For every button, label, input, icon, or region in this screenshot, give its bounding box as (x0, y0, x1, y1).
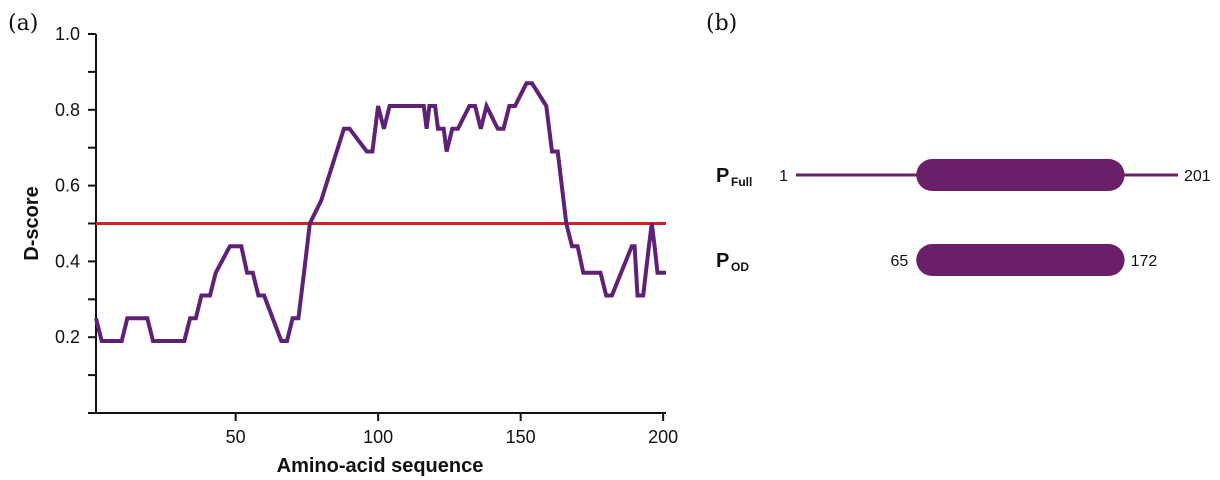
construct-name-subscript: OD (731, 260, 749, 274)
x-tick-label: 150 (506, 427, 536, 447)
construct-name: P (716, 250, 729, 272)
d-score-line (94, 81, 666, 343)
y-tick-label: 0.4 (55, 251, 80, 271)
construct-name: P (716, 165, 729, 187)
end-residue-label: 201 (1184, 168, 1211, 185)
d-score-chart: 0.2 0.4 0.6 0.8 1.0 50 100 150 200 D-score Amin… (21, 24, 678, 477)
construct-name-subscript: Full (731, 175, 752, 189)
panel-a-label: (a) (8, 11, 38, 36)
x-tick-label: 100 (363, 427, 393, 447)
construct-row: P Full 1 201 (716, 159, 1211, 191)
y-tick-label: 1.0 (55, 24, 80, 44)
y-tick-label: 0.2 (55, 327, 80, 347)
panel-b-label: (b) (706, 11, 737, 36)
y-tick-label: 0.8 (55, 100, 80, 120)
domain-block (916, 244, 1125, 276)
x-tick-label: 50 (226, 427, 246, 447)
y-tick-label: 0.6 (55, 176, 80, 196)
x-tick-label: 200 (648, 427, 678, 447)
end-residue-label: 172 (1131, 253, 1158, 270)
domain-block (916, 159, 1125, 191)
y-axis-title: D-score (21, 186, 43, 260)
start-residue-label: 1 (779, 168, 788, 185)
x-axis-title: Amino-acid sequence (277, 455, 484, 477)
construct-row: P OD 65 172 (716, 244, 1157, 276)
start-residue-label: 65 (890, 253, 908, 270)
